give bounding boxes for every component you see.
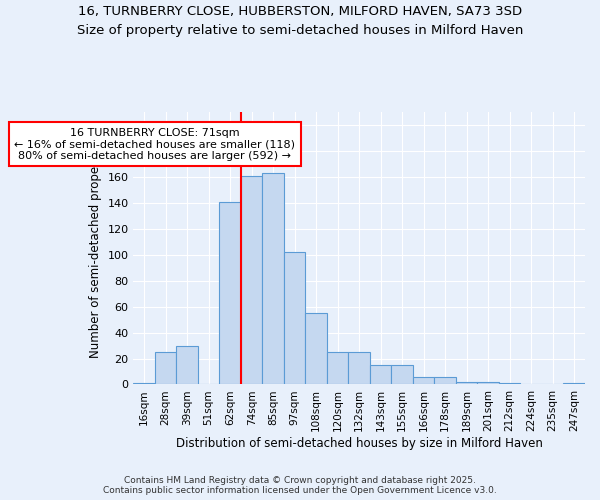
Text: Contains HM Land Registry data © Crown copyright and database right 2025.
Contai: Contains HM Land Registry data © Crown c… (103, 476, 497, 495)
Bar (391, 365, 413, 384)
Text: 16 TURNBERRY CLOSE: 71sqm
← 16% of semi-detached houses are smaller (118)
80% of: 16 TURNBERRY CLOSE: 71sqm ← 16% of semi-… (14, 128, 295, 161)
Bar (155, 352, 176, 384)
Bar (349, 352, 370, 384)
Bar (284, 252, 305, 384)
Bar (327, 352, 349, 384)
Bar (413, 376, 434, 384)
Bar (563, 383, 585, 384)
Bar (220, 202, 241, 384)
Y-axis label: Number of semi-detached properties: Number of semi-detached properties (89, 139, 102, 358)
Bar (305, 313, 327, 384)
Text: 16, TURNBERRY CLOSE, HUBBERSTON, MILFORD HAVEN, SA73 3SD
Size of property relati: 16, TURNBERRY CLOSE, HUBBERSTON, MILFORD… (77, 5, 523, 37)
Bar (370, 365, 391, 384)
Bar (133, 383, 155, 384)
X-axis label: Distribution of semi-detached houses by size in Milford Haven: Distribution of semi-detached houses by … (176, 437, 542, 450)
Bar (434, 376, 456, 384)
Bar (478, 382, 499, 384)
Bar (499, 383, 520, 384)
Bar (241, 176, 262, 384)
Bar (456, 382, 478, 384)
Bar (176, 346, 198, 385)
Bar (262, 173, 284, 384)
